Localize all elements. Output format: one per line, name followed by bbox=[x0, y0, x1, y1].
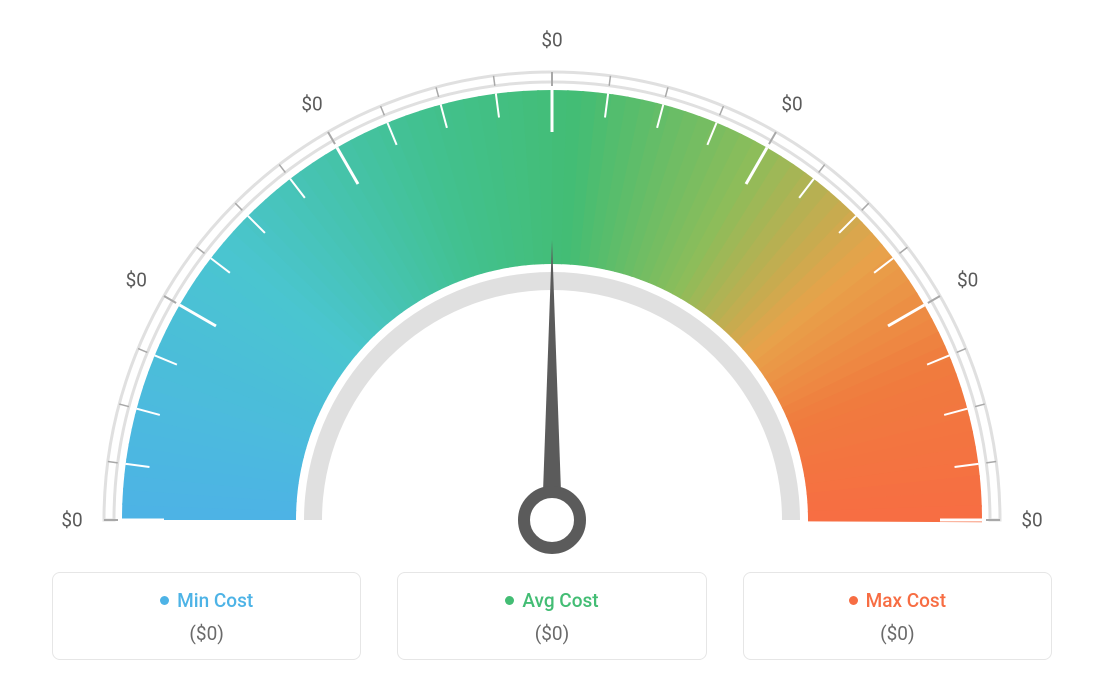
legend-header: Avg Cost bbox=[410, 589, 693, 612]
gauge-outline-minor-tick bbox=[235, 203, 242, 210]
legend-label: Min Cost bbox=[177, 589, 253, 612]
gauge-outline-minor-tick bbox=[108, 462, 118, 463]
gauge-outline-minor-tick bbox=[975, 404, 985, 407]
legend-card: Max Cost ($0) bbox=[743, 572, 1052, 660]
legend-label: Max Cost bbox=[866, 589, 946, 612]
gauge-needle-hub bbox=[524, 492, 580, 548]
legend-value: ($0) bbox=[65, 622, 348, 645]
gauge-outline-minor-tick bbox=[957, 349, 966, 353]
legend-dot-icon bbox=[160, 596, 169, 605]
gauge-outline-minor-tick bbox=[986, 462, 996, 463]
legend-label: Avg Cost bbox=[522, 589, 598, 612]
legend-card: Min Cost ($0) bbox=[52, 572, 361, 660]
gauge-tick-label: $0 bbox=[126, 269, 147, 292]
gauge-outline-minor-tick bbox=[899, 247, 907, 253]
gauge-tick-label: $0 bbox=[957, 269, 978, 292]
gauge-outline-minor-tick bbox=[381, 106, 385, 115]
gauge-outline-minor-tick bbox=[665, 87, 668, 97]
legend-dot-icon bbox=[849, 596, 858, 605]
gauge-outline-minor-tick bbox=[197, 247, 205, 253]
gauge-outline-minor-tick bbox=[862, 203, 869, 210]
legend-value: ($0) bbox=[756, 622, 1039, 645]
gauge-outline-minor-tick bbox=[720, 106, 724, 115]
gauge-outline-minor-tick bbox=[609, 76, 610, 86]
gauge-tick-label: $0 bbox=[541, 29, 562, 52]
gauge-tick-label: $0 bbox=[61, 509, 82, 532]
gauge-tick-label: $0 bbox=[1021, 509, 1042, 532]
gauge-outline-minor-tick bbox=[494, 76, 495, 86]
gauge-tick-label: $0 bbox=[301, 93, 322, 116]
gauge-outline-minor-tick bbox=[819, 165, 825, 173]
gauge-outline-minor-tick bbox=[279, 165, 285, 173]
gauge-svg bbox=[52, 20, 1052, 580]
legend-header: Min Cost bbox=[65, 589, 348, 612]
gauge-outline-minor-tick bbox=[436, 87, 439, 97]
legend-header: Max Cost bbox=[756, 589, 1039, 612]
gauge-container: $0 $0 $0 $0 $0 $0 $0 bbox=[52, 20, 1052, 560]
gauge-outline-minor-tick bbox=[138, 349, 147, 353]
legend-value: ($0) bbox=[410, 622, 693, 645]
legend-card: Avg Cost ($0) bbox=[397, 572, 706, 660]
gauge-tick-label: $0 bbox=[781, 93, 802, 116]
legend-row: Min Cost ($0) Avg Cost ($0) Max Cost ($0) bbox=[52, 572, 1052, 660]
legend-dot-icon bbox=[505, 596, 514, 605]
gauge-outline-minor-tick bbox=[119, 404, 129, 407]
